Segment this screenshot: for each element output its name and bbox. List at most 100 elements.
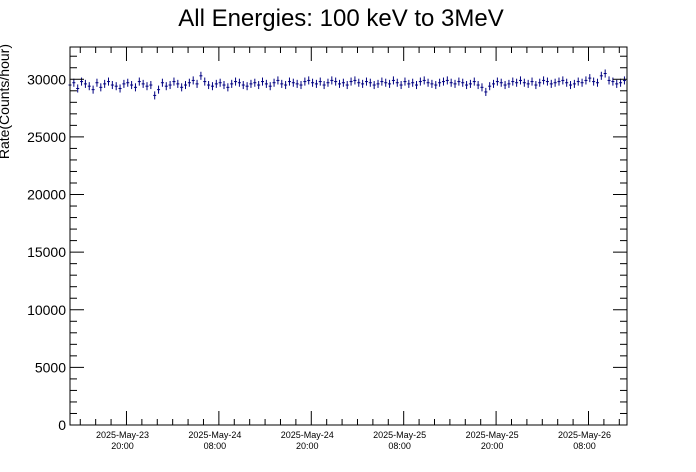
data-point [287, 77, 291, 86]
data-point [372, 80, 376, 90]
chart-title: All Energies: 100 keV to 3MeV [178, 5, 504, 32]
data-point [580, 78, 584, 87]
data-point [553, 78, 557, 87]
y-tick-label: 20000 [27, 187, 66, 203]
data-point [488, 82, 492, 91]
data-point [322, 80, 326, 90]
data-point [76, 84, 80, 93]
data-point [430, 79, 434, 88]
x-tick-time-label: 20:00 [481, 441, 504, 451]
data-point [87, 82, 91, 91]
x-tick-time-label: 08:00 [573, 441, 596, 451]
data-point [588, 74, 592, 83]
data-point [561, 76, 565, 85]
y-tick-label: 5000 [35, 359, 66, 375]
data-point [341, 78, 345, 87]
data-point [380, 77, 384, 86]
data-point [526, 79, 530, 88]
data-point [133, 83, 137, 92]
data-point [599, 71, 603, 80]
data-point [388, 79, 392, 88]
data-point [95, 78, 99, 87]
data-point [434, 80, 438, 90]
x-tick-date-label: 2025-May-26 [558, 430, 611, 440]
x-tick-date-label: 2025-May-25 [466, 430, 519, 440]
data-point [349, 77, 353, 86]
data-point [330, 76, 334, 85]
data-point [214, 79, 218, 88]
y-axis-label: Rate(Counts/hour) [0, 44, 12, 159]
data-point [361, 79, 365, 88]
data-point [160, 78, 164, 87]
data-point [545, 77, 549, 86]
data-point [384, 78, 388, 87]
x-tick-date-label: 2025-May-25 [373, 430, 426, 440]
data-point [218, 78, 222, 87]
data-point [484, 87, 488, 96]
data-point [411, 78, 415, 87]
x-tick-date-label: 2025-May-24 [281, 430, 334, 440]
data-point [407, 79, 411, 88]
data-point [172, 77, 176, 86]
data-point [538, 78, 542, 87]
data-point [187, 78, 191, 87]
data-points [68, 69, 626, 100]
x-tick-time-label: 08:00 [388, 441, 411, 451]
data-point [241, 80, 245, 90]
data-point [619, 78, 623, 87]
data-point [261, 77, 265, 86]
data-point [368, 78, 372, 87]
data-point [137, 77, 141, 86]
data-point [592, 77, 596, 86]
data-point [445, 76, 449, 85]
data-point [207, 80, 211, 90]
data-point [622, 76, 626, 85]
data-point [495, 77, 499, 86]
data-point [153, 91, 157, 100]
data-point [492, 79, 496, 88]
data-point [176, 79, 180, 88]
x-tick-time-label: 20:00 [111, 441, 134, 451]
data-point [399, 80, 403, 90]
data-point [449, 78, 453, 87]
data-point [83, 79, 87, 88]
data-point [118, 84, 122, 93]
data-point [542, 76, 546, 85]
data-point [272, 78, 276, 87]
data-point [353, 76, 357, 85]
data-point [480, 83, 484, 92]
data-point [195, 79, 199, 88]
y-tick-label: 25000 [27, 129, 66, 145]
data-point [314, 79, 318, 88]
data-point [345, 80, 349, 90]
data-point [141, 79, 145, 88]
data-point [376, 79, 380, 88]
data-point [503, 80, 507, 90]
data-point [518, 76, 522, 85]
data-point [465, 80, 469, 90]
data-point [234, 77, 238, 86]
data-point [245, 82, 249, 91]
data-point [91, 85, 95, 94]
data-point [441, 77, 445, 86]
data-point [303, 77, 307, 86]
data-point [311, 78, 315, 87]
data-point [457, 77, 461, 86]
data-point [222, 80, 226, 90]
x-tick-date-label: 2025-May-23 [96, 430, 149, 440]
data-point [426, 78, 430, 87]
data-point [584, 76, 588, 85]
data-point [226, 83, 230, 92]
data-point [191, 76, 195, 85]
data-point [338, 79, 342, 88]
data-point [468, 79, 472, 88]
data-point [184, 80, 188, 90]
data-point [576, 77, 580, 86]
data-point [549, 79, 553, 88]
data-point [149, 80, 153, 90]
data-point [415, 80, 419, 90]
data-point [145, 82, 149, 91]
data-point [453, 79, 457, 88]
data-point [403, 77, 407, 86]
